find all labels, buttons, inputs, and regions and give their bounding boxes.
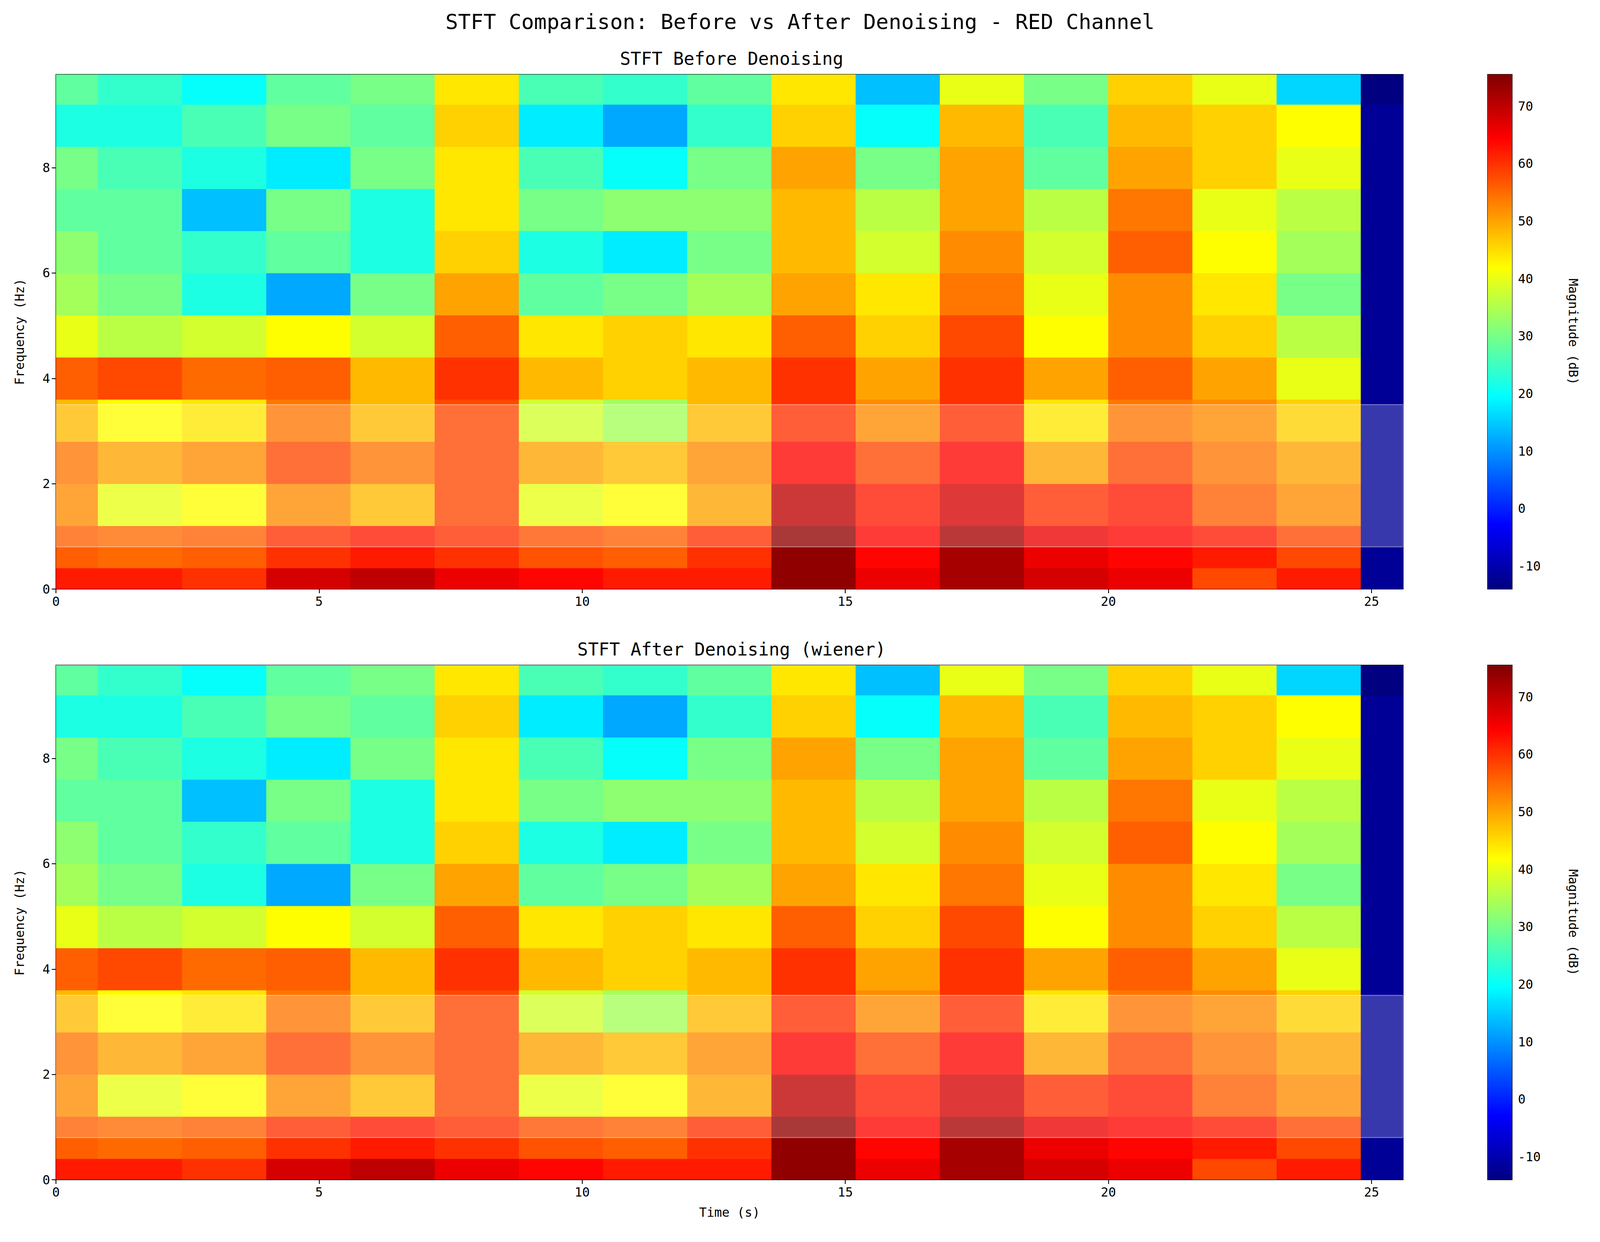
svg-text:0: 0 xyxy=(1517,501,1526,516)
svg-text:4: 4 xyxy=(42,961,51,977)
svg-text:STFT Before Denoising: STFT Before Denoising xyxy=(619,48,844,69)
svg-text:Magnitude (dB): Magnitude (dB) xyxy=(1565,869,1581,976)
svg-text:0: 0 xyxy=(52,594,60,609)
svg-text:10: 10 xyxy=(1517,1034,1534,1050)
svg-text:-10: -10 xyxy=(1517,1149,1541,1165)
svg-text:25: 25 xyxy=(1363,594,1380,609)
svg-text:10: 10 xyxy=(1517,443,1534,459)
svg-text:15: 15 xyxy=(837,594,853,609)
svg-text:30: 30 xyxy=(1517,328,1534,344)
svg-text:8: 8 xyxy=(42,750,51,766)
svg-text:Time (s): Time (s) xyxy=(699,1204,761,1220)
svg-text:5: 5 xyxy=(315,1184,323,1200)
svg-text:STFT Comparison: Before vs Aft: STFT Comparison: Before vs After Denoisi… xyxy=(445,9,1155,35)
svg-text:6: 6 xyxy=(42,856,51,871)
svg-text:30: 30 xyxy=(1517,919,1534,934)
svg-text:4: 4 xyxy=(42,371,51,386)
svg-text:70: 70 xyxy=(1517,689,1534,705)
svg-text:50: 50 xyxy=(1517,213,1534,229)
svg-text:2: 2 xyxy=(42,476,51,491)
svg-text:5: 5 xyxy=(315,594,323,609)
svg-text:60: 60 xyxy=(1517,746,1534,762)
svg-text:25: 25 xyxy=(1363,1184,1380,1200)
svg-text:20: 20 xyxy=(1101,594,1117,609)
svg-text:0: 0 xyxy=(42,581,51,597)
svg-text:Magnitude (dB): Magnitude (dB) xyxy=(1565,278,1581,385)
svg-text:2: 2 xyxy=(42,1066,51,1082)
svg-text:10: 10 xyxy=(574,1184,590,1200)
svg-text:6: 6 xyxy=(42,265,51,281)
svg-text:0: 0 xyxy=(42,1172,51,1188)
svg-text:-10: -10 xyxy=(1517,558,1541,574)
svg-text:20: 20 xyxy=(1517,976,1534,992)
svg-text:15: 15 xyxy=(837,1184,853,1200)
svg-text:0: 0 xyxy=(1517,1091,1526,1107)
svg-text:Frequency (Hz): Frequency (Hz) xyxy=(12,278,27,385)
svg-text:STFT After Denoising (wiener): STFT After Denoising (wiener) xyxy=(577,639,886,660)
svg-text:70: 70 xyxy=(1517,98,1534,114)
svg-text:20: 20 xyxy=(1101,1184,1117,1200)
svg-text:0: 0 xyxy=(52,1184,60,1200)
svg-text:Frequency (Hz): Frequency (Hz) xyxy=(12,869,27,976)
svg-text:8: 8 xyxy=(42,160,51,176)
svg-text:40: 40 xyxy=(1517,271,1534,287)
svg-text:20: 20 xyxy=(1517,386,1534,401)
svg-text:10: 10 xyxy=(574,594,590,609)
svg-text:60: 60 xyxy=(1517,156,1534,171)
svg-text:50: 50 xyxy=(1517,804,1534,820)
svg-text:40: 40 xyxy=(1517,862,1534,877)
